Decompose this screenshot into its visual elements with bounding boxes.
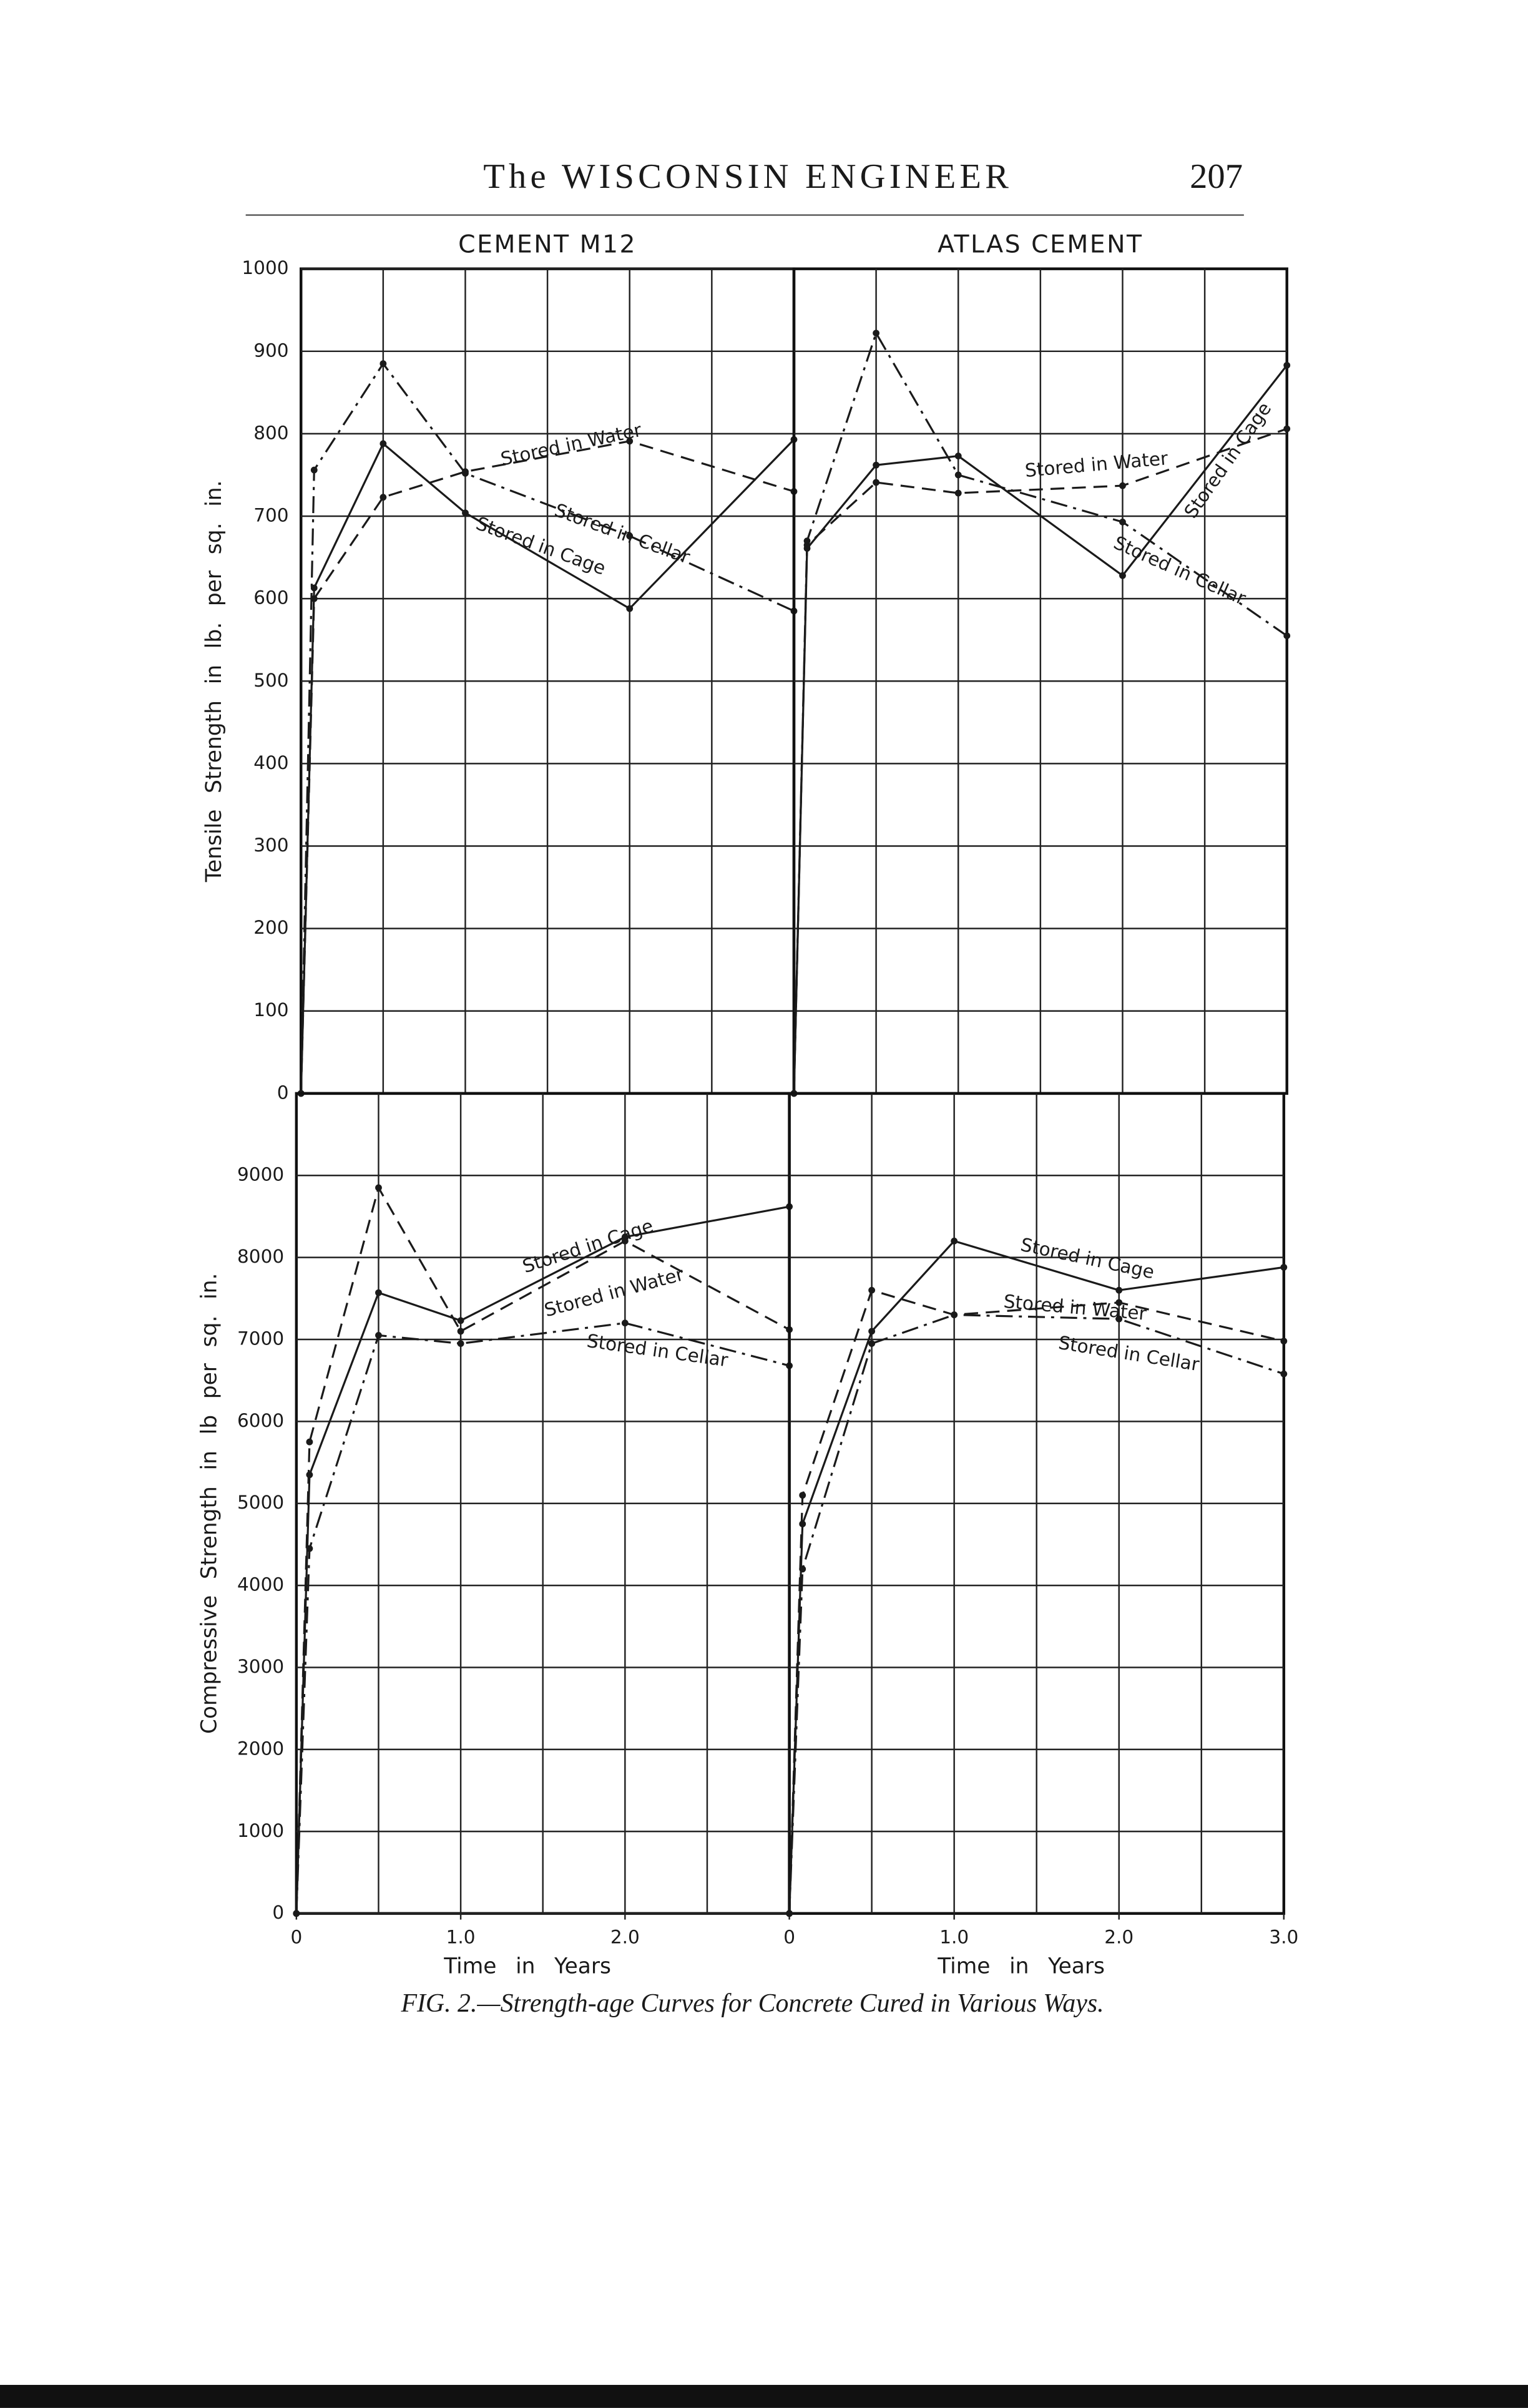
data-point [1119, 482, 1126, 489]
data-point [462, 469, 469, 477]
y-tick-label: 5000 [237, 1492, 284, 1513]
data-point [457, 1317, 464, 1324]
data-point [1119, 518, 1126, 526]
data-point [1283, 632, 1291, 640]
data-point [868, 1328, 876, 1335]
y-tick-label: 6000 [237, 1410, 284, 1431]
x-tick-label: 1.0 [446, 1927, 476, 1948]
y-tick-label: 400 [253, 752, 288, 773]
data-point [457, 1340, 464, 1347]
data-point [803, 545, 811, 552]
data-point [954, 453, 962, 459]
data-point [951, 1237, 958, 1245]
data-point [293, 1910, 300, 1917]
y-tick-label: 0 [272, 1902, 284, 1923]
y-tick-label: 600 [253, 587, 288, 609]
series-line [295, 1322, 790, 1914]
data-point [462, 509, 469, 517]
data-point [1115, 1315, 1123, 1323]
page-number: 207 [1190, 157, 1243, 196]
data-point [799, 1565, 806, 1573]
data-point [375, 1332, 382, 1339]
y-tick-label: 100 [253, 999, 288, 1020]
data-point [868, 1340, 876, 1347]
y-tick-label: 3000 [237, 1656, 284, 1677]
data-point [626, 532, 634, 540]
data-point [873, 330, 880, 337]
y-tick-label: 900 [253, 340, 288, 361]
data-point [799, 1520, 806, 1528]
x-axis-label: Time in Years [443, 1954, 611, 1979]
data-point [1283, 425, 1291, 433]
data-point [799, 1492, 806, 1499]
x-tick-label: 0 [783, 1927, 795, 1948]
data-point [1119, 572, 1126, 579]
data-point [626, 438, 634, 445]
chart-title: ATLAS CEMENT [938, 230, 1143, 258]
y-axis-label: Tensile Strength in lb. per sq. in. [202, 480, 227, 883]
data-point [306, 1438, 313, 1446]
data-point [868, 1286, 876, 1294]
y-tick-label: 1000 [237, 1820, 284, 1841]
data-point [380, 440, 387, 448]
data-point [380, 494, 387, 501]
data-point [954, 471, 962, 479]
chart-title: CEMENT M12 [458, 230, 637, 258]
y-tick-label: 0 [277, 1082, 289, 1103]
data-point [621, 1233, 629, 1241]
data-point [1280, 1338, 1288, 1345]
y-tick-label: 2000 [237, 1738, 284, 1759]
data-point [621, 1319, 629, 1327]
data-point [786, 1910, 793, 1917]
y-tick-label: 9000 [237, 1164, 284, 1185]
x-tick-label: 3.0 [1269, 1927, 1298, 1948]
y-tick-label: 4000 [237, 1574, 284, 1595]
data-point [1283, 361, 1291, 369]
data-point [951, 1311, 958, 1318]
scan-edge [0, 2384, 1528, 2408]
running-title: The WISCONSIN ENGINEER [483, 157, 1012, 196]
data-point [1280, 1370, 1288, 1378]
data-point [954, 489, 962, 497]
series-line [300, 361, 795, 1094]
y-tick-label: 200 [253, 917, 288, 938]
x-axis-label: Time in Years [937, 1954, 1105, 1979]
x-tick-label: 2.0 [1104, 1927, 1134, 1948]
data-point [457, 1328, 464, 1335]
y-tick-label: 7000 [237, 1328, 284, 1349]
data-point [1115, 1299, 1123, 1306]
series-line [793, 330, 1288, 1094]
y-tick-label: 500 [253, 670, 288, 691]
y-tick-label: 700 [253, 505, 288, 526]
data-point [375, 1184, 382, 1192]
data-point [380, 360, 387, 368]
series-line [300, 439, 795, 1094]
data-point [1280, 1263, 1288, 1271]
x-tick-label: 2.0 [610, 1927, 640, 1948]
y-tick-label: 800 [253, 422, 288, 443]
series-line [788, 1240, 1285, 1914]
data-point [306, 1545, 313, 1552]
y-tick-label: 1000 [242, 257, 288, 278]
y-tick-label: 8000 [237, 1246, 284, 1267]
data-point [310, 466, 318, 474]
data-point [873, 479, 880, 486]
data-point [873, 461, 880, 469]
y-tick-label: 300 [253, 834, 288, 856]
figure-caption: FIG. 2.—Strength-age Curves for Concrete… [400, 1989, 1104, 2018]
x-tick-label: 0 [290, 1927, 302, 1948]
data-point [375, 1289, 382, 1296]
x-tick-label: 1.0 [939, 1927, 969, 1948]
data-point [306, 1471, 313, 1479]
y-axis-label: Compressive Strength in lb per sq. in. [197, 1273, 222, 1734]
data-point [803, 537, 811, 545]
series-line [788, 1313, 1285, 1914]
data-point [626, 605, 634, 612]
data-point [1115, 1286, 1123, 1294]
